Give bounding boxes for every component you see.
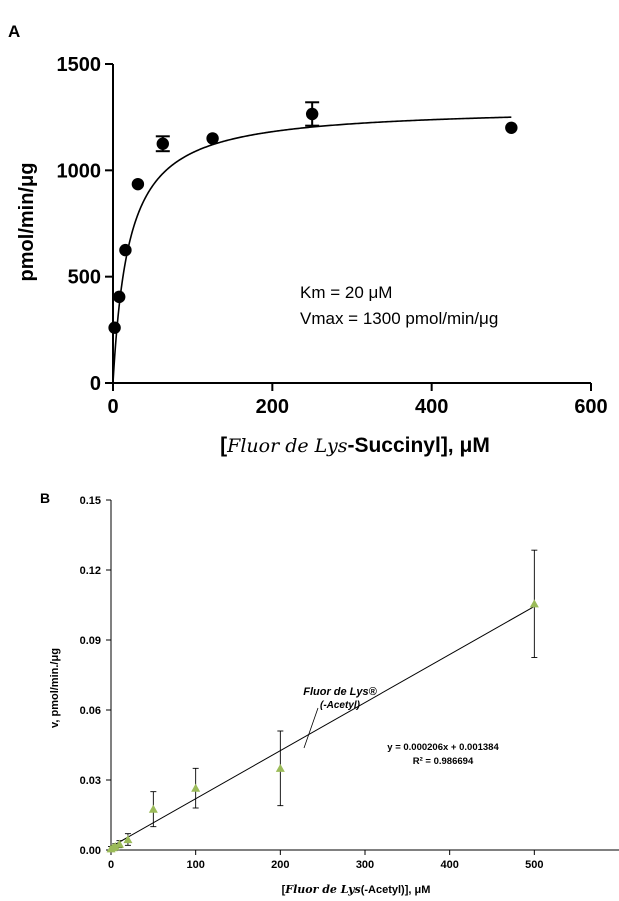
data-point-a [305, 107, 319, 121]
x-tick-label-b: 400 [440, 859, 458, 871]
x-axis-label-a-open: [ [220, 434, 227, 457]
x-axis-label-a: [Fluor de Lys-Succinyl], μM [220, 434, 490, 457]
y-tick-label-b: 0.15 [80, 495, 101, 507]
r-squared: R² = 0.986694 [413, 756, 474, 767]
y-tick-label-b: 0.09 [80, 635, 101, 647]
y-axis-label-b: v, pmol/min./μg [49, 648, 61, 728]
data-points-a [108, 107, 518, 334]
data-point-a [113, 290, 126, 304]
panel-b: B 0.00 0.03 0.06 0.09 0.12 0.15 0 100 200 300 400 5… [40, 490, 619, 896]
data-point-b [529, 599, 539, 608]
x-tick-label-a: 0 [107, 396, 118, 418]
y-tick-label-a: 500 [68, 267, 101, 289]
data-points-b [106, 599, 539, 853]
data-point-b [114, 839, 124, 848]
fit-curve-a [112, 116, 512, 384]
data-point-a [131, 177, 145, 191]
x-axis-label-a-rest: -Succinyl], μM [347, 434, 489, 457]
data-point-a [119, 243, 132, 257]
data-point-a [108, 321, 121, 334]
x-axis-label-b: [Fluor de Lys(-Acetyl)], μM [282, 883, 431, 896]
y-tick-label-b: 0.03 [80, 775, 101, 787]
data-point-b [275, 763, 285, 772]
x-axis-label-a-compound: Fluor de Lys [226, 435, 348, 457]
y-tick-label-a: 1000 [57, 160, 102, 182]
x-tick-label-a: 200 [256, 396, 289, 418]
ticks-a: 0 500 1000 1500 0 200 400 600 [57, 54, 608, 418]
data-point-a [156, 137, 169, 150]
panel-a: A 0 500 1000 1500 0 200 400 600 Km = 20 μM Vmax… [8, 22, 608, 457]
x-tick-label-a: 400 [415, 396, 448, 418]
data-point-a [505, 121, 518, 134]
x-tick-label-b: 0 [108, 859, 114, 871]
x-tick-label-b: 500 [525, 859, 543, 871]
data-point-b [110, 842, 120, 851]
data-point-b [191, 783, 201, 792]
x-axis-label-b-compound: Fluor de Lys [284, 883, 360, 896]
axes-a [112, 64, 591, 384]
annotation-vmax: Vmax = 1300 pmol/min/μg [300, 309, 498, 328]
error-bars-a [155, 101, 320, 153]
data-point-b [148, 804, 158, 813]
fit-line-b [110, 606, 535, 848]
data-point-a [206, 132, 219, 145]
y-tick-label-b: 0.00 [80, 845, 101, 857]
y-axis-label-a: pmol/min/μg [16, 163, 38, 282]
x-axis-label-b-rest: (-Acetyl)], μM [361, 884, 431, 896]
x-tick-label-a: 600 [574, 396, 607, 418]
axes-b [110, 500, 619, 851]
y-tick-label-a: 1500 [57, 54, 102, 76]
x-tick-label-b: 200 [271, 859, 289, 871]
y-tick-label-a: 0 [90, 373, 101, 395]
panel-label-a: A [8, 22, 20, 41]
compound-label-pointer [303, 707, 319, 749]
x-axis-label-b-open: [ [282, 884, 286, 896]
compound-label-name: Fluor de Lys® [303, 686, 377, 698]
data-point-b [123, 835, 133, 844]
regression-equation: y = 0.000206x + 0.001384 [387, 742, 499, 753]
panel-label-b: B [40, 490, 50, 506]
x-tick-label-b: 100 [186, 859, 204, 871]
annotation-km: Km = 20 μM [300, 283, 392, 302]
y-tick-label-b: 0.06 [80, 705, 101, 717]
ticks-b: 0.00 0.03 0.06 0.09 0.12 0.15 0 100 200 300 400 500 [80, 495, 544, 871]
y-tick-label-b: 0.12 [80, 565, 101, 577]
compound-label-suffix: (-Acetyl) [320, 700, 361, 711]
x-tick-label-b: 300 [356, 859, 374, 871]
